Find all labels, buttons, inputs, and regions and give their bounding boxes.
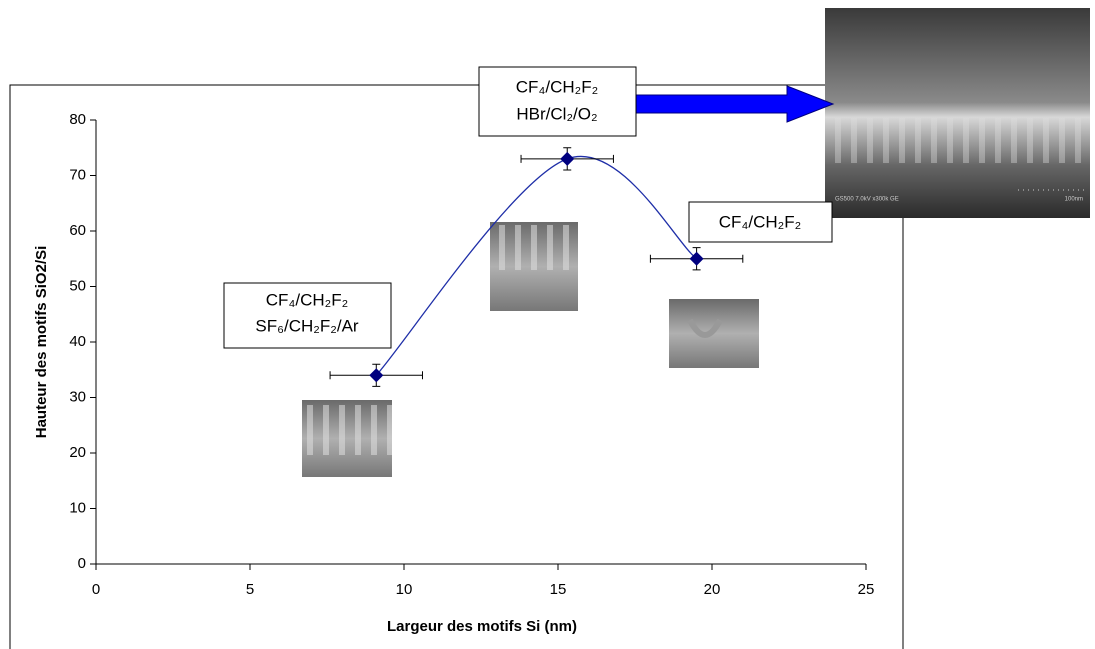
point [369, 368, 384, 383]
arrow [635, 85, 835, 123]
x-tick-label: 20 [704, 581, 721, 598]
annotation-text: CF₄/CH₂F₂ [516, 77, 598, 96]
x-tick-label: 10 [396, 581, 413, 598]
x-tick-label: 0 [92, 581, 100, 598]
y-tick-label: 70 [69, 166, 86, 183]
point [560, 151, 575, 166]
frame [9, 84, 904, 649]
annotation-text: HBr/Cl₂/O₂ [516, 104, 597, 123]
series-line [375, 155, 697, 376]
y-tick-label: 80 [69, 111, 86, 128]
x-tick-label: 15 [550, 581, 567, 598]
y-tick-label: 0 [78, 555, 86, 572]
y-tick-label: 60 [69, 222, 86, 239]
annotation-text: SF₆/CH₂F₂/Ar [255, 316, 359, 335]
y-axis-label: Hauteur des motifs SiO2/Si [33, 246, 50, 439]
sem-image [302, 400, 392, 477]
annotation-text: CF₄/CH₂F₂ [266, 290, 348, 309]
sem-image [669, 299, 759, 368]
annotation: CF₄/CH₂F₂ HBr/Cl₂/O₂ [478, 66, 637, 137]
image-caption: 100nm [1065, 197, 1083, 203]
annotation-text: CF₄/CH₂F₂ [719, 212, 801, 231]
y-tick-label: 30 [69, 388, 86, 405]
y-tick-label: 20 [69, 444, 86, 461]
y-tick-label: 50 [69, 277, 86, 294]
y-tick-label: 10 [69, 499, 86, 516]
image-caption: GS500 7.0kV x300k GE [835, 197, 899, 203]
x-axis-label: Largeur des motifs Si (nm) [387, 618, 577, 635]
x-tick-label: 5 [246, 581, 254, 598]
sem-image: GS500 7.0kV x300k GE 100nm [825, 8, 1090, 218]
annotation: CF₄/CH₂F₂ [688, 201, 833, 243]
point [689, 251, 704, 266]
sem-image [490, 222, 578, 311]
y-tick-label: 40 [69, 333, 86, 350]
annotation: CF₄/CH₂F₂ SF₆/CH₂F₂/Ar [223, 282, 392, 349]
x-tick-label: 25 [858, 581, 875, 598]
